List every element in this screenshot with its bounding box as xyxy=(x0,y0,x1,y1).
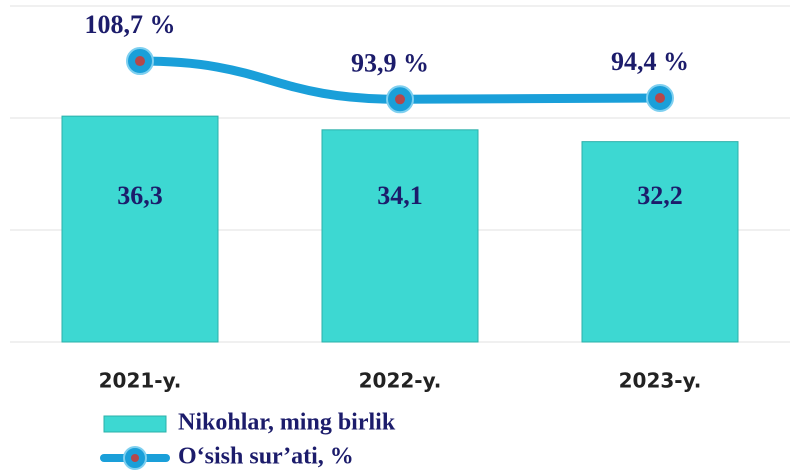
marker-center xyxy=(655,93,665,104)
x-tick-label: 2022-y. xyxy=(359,369,442,393)
bar xyxy=(61,115,219,343)
legend-marker-center xyxy=(131,454,139,462)
line-value-label: 94,4 % xyxy=(611,47,689,76)
marker-center xyxy=(135,56,145,67)
bar xyxy=(321,129,479,343)
bar xyxy=(581,141,739,343)
line-value-label: 93,9 % xyxy=(351,48,429,77)
bar-value-label: 36,3 xyxy=(117,181,163,210)
x-tick-label: 2023-y. xyxy=(619,369,702,393)
bar-value-label: 32,2 xyxy=(637,181,683,210)
x-tick-label: 2021-y. xyxy=(99,369,182,393)
line-value-label: 108,7 % xyxy=(85,10,176,39)
legend-label: O‘sish sur’ati, % xyxy=(178,444,354,470)
bar-value-label: 34,1 xyxy=(377,181,423,210)
legend-label: Nikohlar, ming birlik xyxy=(178,410,396,436)
legend-swatch xyxy=(103,415,167,433)
marker-center xyxy=(395,94,405,105)
